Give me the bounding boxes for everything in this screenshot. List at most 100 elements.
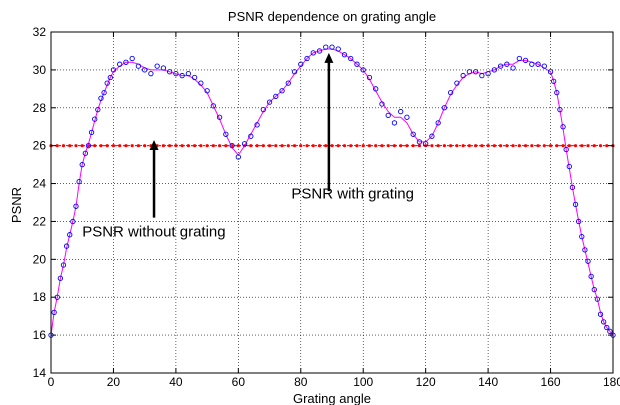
with-grating-point <box>142 67 148 73</box>
with-grating-point <box>98 95 104 101</box>
with-grating-point <box>429 133 435 139</box>
without-grating-marker <box>605 144 609 148</box>
with-grating-point <box>404 114 410 120</box>
without-grating-marker <box>342 144 347 148</box>
with-grating-point <box>582 247 588 253</box>
without-grating-marker <box>367 144 372 148</box>
with-grating-point <box>410 131 416 137</box>
with-grating-point <box>485 71 491 77</box>
with-grating-point <box>563 146 569 153</box>
y-tick-label: 14 <box>33 366 47 380</box>
with-grating-point <box>117 61 123 67</box>
without-grating-arrow-head <box>149 139 159 150</box>
with-grating-point <box>604 324 610 331</box>
without-grating-marker <box>199 144 203 148</box>
with-grating-point <box>435 120 441 126</box>
x-tick-label: 140 <box>478 375 498 389</box>
plot-marks <box>48 44 616 338</box>
with-grating-point <box>88 129 95 136</box>
without-grating-marker <box>542 144 546 148</box>
with-grating-point <box>551 78 557 84</box>
without-grating-marker <box>280 144 284 148</box>
without-grating-marker <box>118 144 122 148</box>
with-grating-point <box>198 80 204 86</box>
with-grating-point <box>166 69 173 75</box>
without-grating-marker <box>143 144 147 148</box>
plot-frame <box>50 31 614 374</box>
with-grating-point <box>379 101 385 107</box>
with-grating-point <box>529 61 535 67</box>
with-grating-point <box>316 48 323 54</box>
with-grating-point <box>341 52 348 58</box>
without-grating-marker <box>499 144 503 148</box>
with-grating-point <box>416 139 423 145</box>
without-grating-marker <box>467 144 471 148</box>
without-grating-marker <box>523 144 528 148</box>
without-grating-marker <box>486 144 490 148</box>
with-grating-point <box>154 63 160 69</box>
without-grating-marker <box>399 144 403 148</box>
with-grating-point <box>260 107 266 113</box>
with-grating-point <box>191 74 198 81</box>
without-grating-marker <box>267 144 272 148</box>
without-grating-marker <box>442 144 446 148</box>
with-grating-point <box>335 46 341 52</box>
x-tick-label: 120 <box>416 375 436 389</box>
with-grating-point <box>57 275 64 281</box>
with-grating-point <box>223 131 229 137</box>
y-tick-label: 22 <box>33 214 47 228</box>
with-grating-point <box>557 107 563 113</box>
with-grating-point <box>354 61 360 67</box>
without-grating-marker <box>355 144 359 148</box>
with-grating-point <box>173 71 179 77</box>
without-grating-marker <box>161 144 165 148</box>
without-grating-marker <box>292 144 297 148</box>
with-grating-point <box>310 50 316 56</box>
with-grating-point <box>266 99 273 105</box>
without-grating-marker <box>405 144 409 148</box>
with-grating-point <box>92 116 98 122</box>
x-axis-label: Grating angle <box>293 391 371 405</box>
without-grating-marker <box>74 144 78 148</box>
without-grating-marker <box>461 144 465 148</box>
with-grating-point <box>148 71 154 77</box>
without-grating-marker <box>224 144 228 148</box>
with-grating-point <box>95 107 101 113</box>
x-tick-label: 180 <box>603 375 620 389</box>
without-grating-marker <box>530 144 534 148</box>
with-grating-point <box>204 88 210 94</box>
with-grating-point <box>51 309 57 316</box>
with-grating-point <box>597 311 604 317</box>
y-axis-label: PSNR <box>9 187 24 223</box>
without-grating-marker <box>299 144 303 148</box>
without-grating-marker <box>105 144 109 148</box>
axis-ticks: 0 20 40 60 80 100 120 140 160 180 14 16 18 20 22 24 26 28… <box>33 25 620 389</box>
with-grating-point <box>285 80 291 86</box>
x-tick-label: 20 <box>107 375 121 389</box>
with-grating-point <box>79 161 85 168</box>
x-tick-label: 0 <box>48 375 55 389</box>
without-grating-marker <box>186 144 190 148</box>
with-grating-point <box>535 61 541 67</box>
without-grating-marker <box>567 144 571 148</box>
without-grating-marker <box>261 144 265 148</box>
without-grating-marker <box>374 144 378 148</box>
with-grating-point <box>579 233 585 240</box>
with-grating-point <box>504 61 510 67</box>
without-grating-marker <box>380 144 384 148</box>
with-grating-point <box>385 112 391 119</box>
x-tick-label: 80 <box>294 375 308 389</box>
without-grating-marker <box>249 144 253 148</box>
y-tick-label: 18 <box>33 290 47 304</box>
y-tick-label: 26 <box>33 139 47 153</box>
with-grating-point <box>560 124 566 130</box>
without-grating-marker <box>193 144 197 148</box>
without-grating-marker <box>517 144 521 148</box>
without-grating-marker <box>392 144 397 148</box>
with-grating-point <box>216 114 223 120</box>
with-grating-point <box>554 89 560 96</box>
annotations: PSNR with grating PSNR without grating <box>82 52 414 241</box>
with-grating-point <box>129 55 135 62</box>
without-grating-marker <box>492 144 496 148</box>
